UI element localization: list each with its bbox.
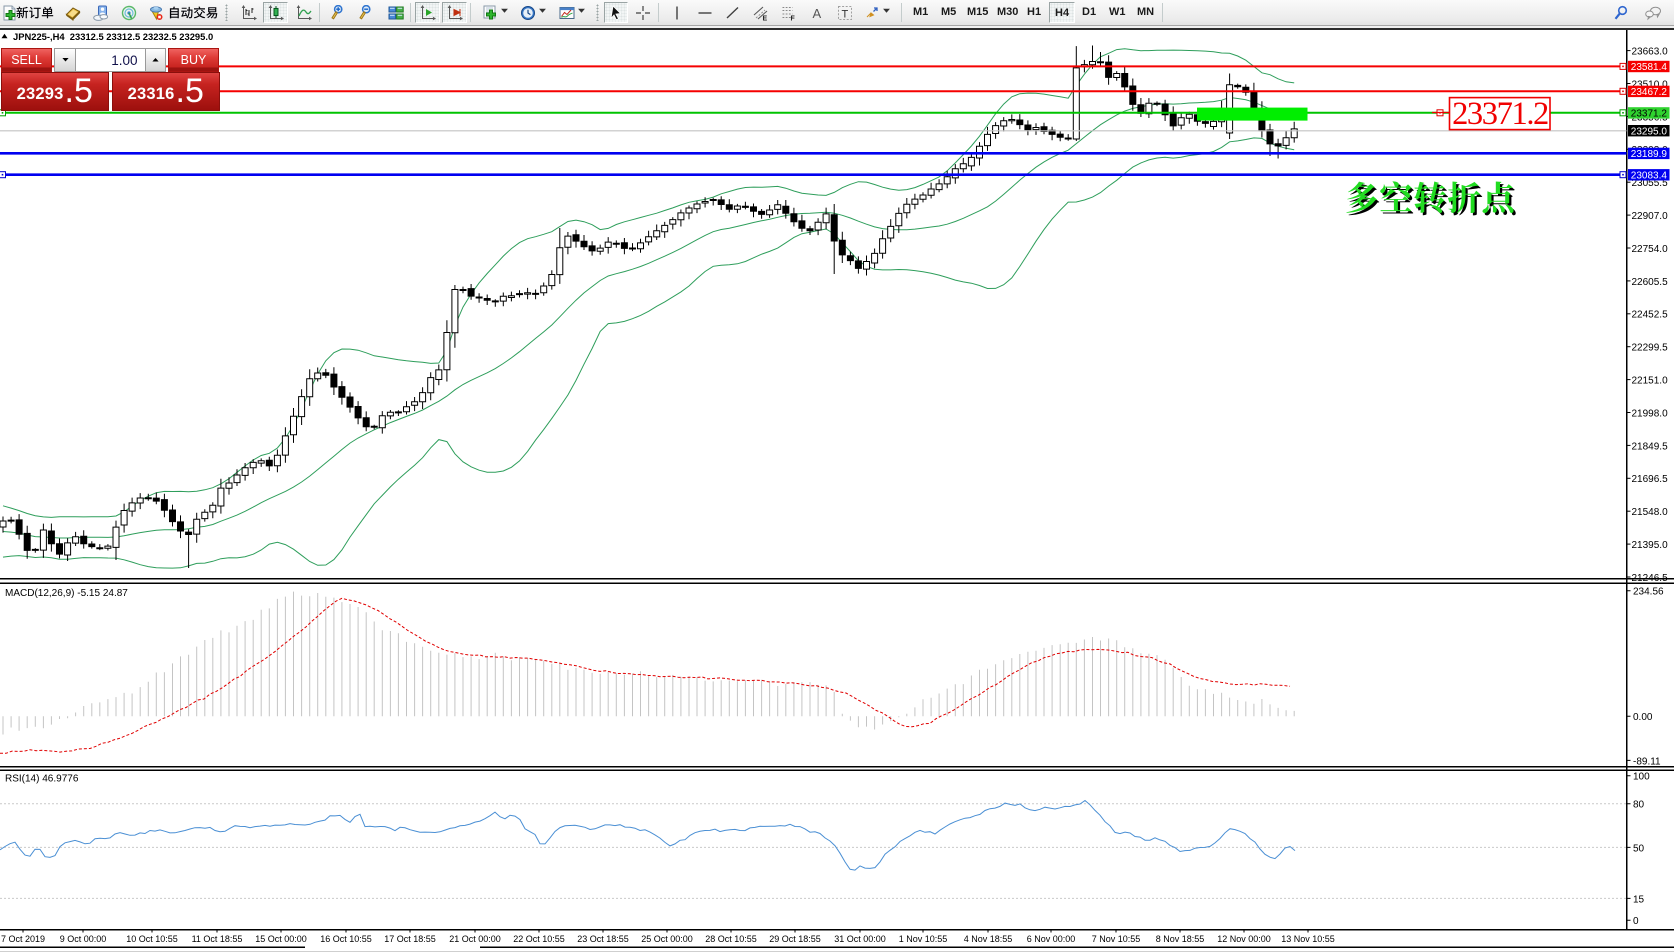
svg-text:1 Nov 10:55: 1 Nov 10:55 [899, 934, 948, 944]
svg-text:100: 100 [1633, 772, 1650, 783]
svg-text:21998.0: 21998.0 [1632, 408, 1669, 419]
svg-text:23055.5: 23055.5 [1632, 178, 1669, 189]
svg-text:E: E [763, 15, 768, 21]
svg-text:21395.0: 21395.0 [1632, 540, 1669, 551]
svg-text:17 Oct 18:55: 17 Oct 18:55 [384, 934, 436, 944]
svg-text:23295.0: 23295.0 [1631, 126, 1668, 137]
svg-text:28 Oct 10:55: 28 Oct 10:55 [705, 934, 757, 944]
svg-text:21849.5: 21849.5 [1632, 441, 1669, 452]
svg-text:0.00: 0.00 [1633, 712, 1653, 723]
svg-text:50: 50 [1633, 843, 1645, 854]
svg-text:6 Nov 00:00: 6 Nov 00:00 [1027, 934, 1076, 944]
svg-text:RSI(14) 46.9776: RSI(14) 46.9776 [5, 773, 79, 784]
svg-text:25 Oct 00:00: 25 Oct 00:00 [641, 934, 693, 944]
svg-text:234.56: 234.56 [1633, 587, 1664, 598]
svg-text:23663.0: 23663.0 [1632, 47, 1669, 58]
svg-text:-89.11: -89.11 [1633, 756, 1661, 767]
svg-text:21696.5: 21696.5 [1632, 474, 1669, 485]
svg-text:15 Oct 00:00: 15 Oct 00:00 [255, 934, 307, 944]
svg-text:9 Oct 00:00: 9 Oct 00:00 [60, 934, 107, 944]
svg-text:22754.0: 22754.0 [1632, 244, 1669, 255]
svg-text:15: 15 [1633, 894, 1645, 905]
svg-text:23 Oct 18:55: 23 Oct 18:55 [577, 934, 629, 944]
svg-text:22299.5: 22299.5 [1632, 343, 1669, 354]
svg-text:23189.9: 23189.9 [1631, 149, 1668, 160]
svg-text:31 Oct 00:00: 31 Oct 00:00 [834, 934, 886, 944]
svg-text:10 Oct 10:55: 10 Oct 10:55 [126, 934, 178, 944]
svg-text:23083.4: 23083.4 [1631, 171, 1668, 182]
svg-text:23467.2: 23467.2 [1631, 87, 1668, 98]
svg-text:MACD(12,26,9) -5.15 24.87: MACD(12,26,9) -5.15 24.87 [5, 588, 128, 599]
svg-text:29 Oct 18:55: 29 Oct 18:55 [769, 934, 821, 944]
svg-text:0: 0 [1633, 916, 1639, 927]
svg-text:4 Nov 18:55: 4 Nov 18:55 [964, 934, 1013, 944]
svg-text:F: F [791, 15, 796, 21]
svg-text:16 Oct 10:55: 16 Oct 10:55 [320, 934, 372, 944]
svg-text:23371.2: 23371.2 [1631, 109, 1668, 120]
svg-text:T: T [842, 8, 849, 20]
svg-text:22907.0: 22907.0 [1632, 211, 1669, 222]
svg-text:23581.4: 23581.4 [1631, 62, 1668, 73]
svg-text:7 Oct 2019: 7 Oct 2019 [1, 934, 45, 944]
svg-text:11 Oct 18:55: 11 Oct 18:55 [192, 934, 243, 944]
svg-text:80: 80 [1633, 800, 1645, 811]
svg-text:7 Nov 10:55: 7 Nov 10:55 [1092, 934, 1141, 944]
svg-text:23371.2: 23371.2 [1452, 96, 1548, 132]
svg-text:21246.5: 21246.5 [1632, 573, 1669, 584]
svg-text:22151.0: 22151.0 [1632, 376, 1669, 387]
svg-text:8 Nov 18:55: 8 Nov 18:55 [1156, 934, 1205, 944]
svg-text:12 Nov 00:00: 12 Nov 00:00 [1217, 934, 1271, 944]
svg-text:23510.0: 23510.0 [1632, 79, 1669, 90]
svg-text:JPN225-,H4 23312.5 23312.5 23: JPN225-,H4 23312.5 23312.5 23232.5 23295… [13, 31, 213, 42]
svg-text:21 Oct 00:00: 21 Oct 00:00 [449, 934, 501, 944]
svg-text:22452.5: 22452.5 [1632, 310, 1669, 321]
svg-text:13 Nov 10:55: 13 Nov 10:55 [1281, 934, 1335, 944]
svg-text:A: A [813, 6, 822, 21]
svg-text:21548.0: 21548.0 [1632, 507, 1669, 518]
svg-text:22605.5: 22605.5 [1632, 277, 1669, 288]
svg-text:22 Oct 10:55: 22 Oct 10:55 [513, 934, 565, 944]
